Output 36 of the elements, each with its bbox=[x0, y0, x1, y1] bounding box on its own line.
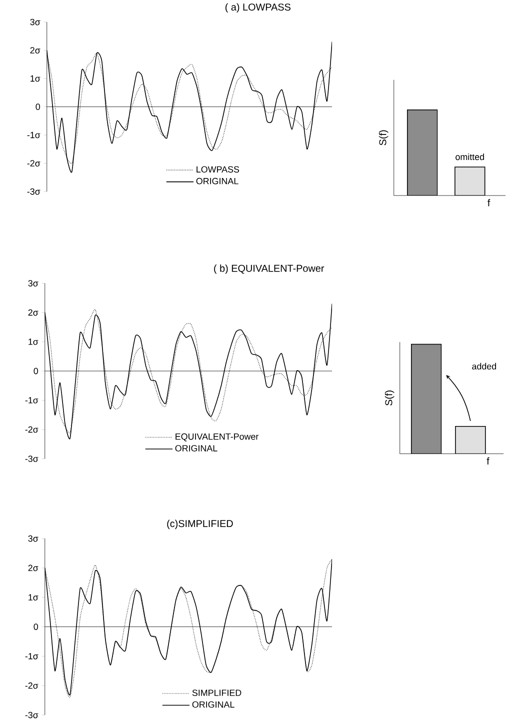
annotation: omitted bbox=[455, 153, 484, 160]
y-tick-label: 1σ bbox=[30, 75, 40, 82]
legend-label: ORIGINAL bbox=[196, 178, 238, 184]
y-tick-label: -2σ bbox=[27, 160, 40, 166]
legend-label: ORIGINAL bbox=[175, 445, 218, 452]
y-axis-title: S(f) bbox=[378, 130, 388, 146]
y-tick-label: 3σ bbox=[28, 535, 38, 542]
y-tick-label: 0 bbox=[36, 104, 40, 110]
y-tick-label: -3σ bbox=[25, 456, 38, 462]
x-axis-title: f bbox=[487, 199, 490, 206]
y-tick-label: 2σ bbox=[28, 309, 38, 316]
y-tick-label: 3σ bbox=[30, 18, 40, 26]
legend-label: LOWPASS bbox=[196, 166, 239, 173]
y-tick-label: 2σ bbox=[30, 47, 40, 54]
annotation: added bbox=[472, 362, 496, 370]
legend-label: ORIGINAL bbox=[192, 701, 234, 708]
y-tick-label: -1σ bbox=[25, 653, 38, 660]
y-tick-label: -2σ bbox=[25, 426, 38, 433]
y-tick-label: -2σ bbox=[25, 682, 38, 689]
y-tick-label: 1σ bbox=[28, 338, 38, 345]
y-tick-label: -1σ bbox=[27, 132, 40, 138]
y-tick-label: 0 bbox=[34, 624, 38, 630]
y-tick-label: 0 bbox=[34, 368, 38, 374]
y-tick-label: 1σ bbox=[28, 594, 38, 600]
chart-title: (c)SIMPLIFIED bbox=[166, 520, 233, 530]
y-tick-label: -3σ bbox=[27, 188, 40, 195]
legend-label: SIMPLIFIED bbox=[192, 690, 241, 696]
y-axis-title: S(f) bbox=[384, 390, 394, 406]
y-tick-label: -3σ bbox=[25, 712, 38, 718]
y-tick-label: 2σ bbox=[28, 564, 38, 572]
y-tick-label: 3σ bbox=[28, 280, 38, 286]
chart-title: ( a) LOWPASS bbox=[225, 3, 290, 13]
legend-label: EQUIVALENT-Power bbox=[175, 433, 258, 442]
x-axis-title: f bbox=[486, 457, 490, 464]
y-tick-label: -1σ bbox=[25, 397, 38, 404]
chart-title: ( b) EQUIVALENT-Power bbox=[214, 264, 324, 274]
